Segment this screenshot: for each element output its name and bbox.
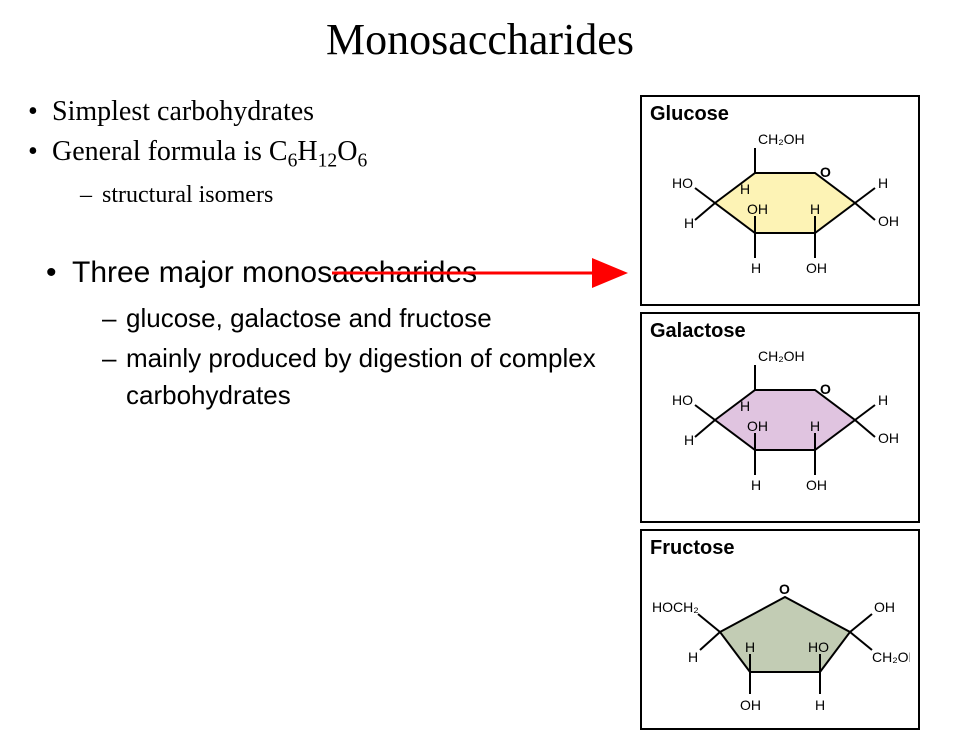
sub-list-1: structural isomers — [52, 179, 640, 211]
sub-list-2: glucose, galactose and fructose mainly p… — [72, 300, 640, 413]
bond — [695, 203, 715, 220]
bullet-simplest: Simplest carbohydrates — [28, 93, 640, 131]
label-ho: HO — [808, 639, 829, 655]
label-h: H — [684, 215, 694, 231]
bond — [695, 420, 715, 437]
label-oh: OH — [740, 697, 761, 713]
sub-digestion: mainly produced by digestion of complex … — [72, 340, 640, 413]
isomer-arrow — [332, 258, 642, 288]
bond — [855, 405, 875, 420]
label-oh: OH — [806, 477, 827, 493]
bond — [700, 632, 720, 650]
label-oh: OH — [747, 418, 768, 434]
text-column: Simplest carbohydrates General formula i… — [0, 91, 640, 736]
diagram-column: Glucose CH₂OH O H OH H OH OH — [640, 91, 940, 736]
label-h: H — [815, 697, 825, 713]
label-ch2oh: CH₂OH — [872, 649, 910, 665]
panel-title-galactose: Galactose — [650, 320, 910, 343]
galactose-diagram: CH₂OH O H OH H OH OH H HO — [650, 345, 910, 515]
label-h: H — [810, 418, 820, 434]
bond — [855, 203, 875, 220]
formula-sub-h: 12 — [318, 150, 338, 171]
label-o: O — [820, 164, 831, 180]
label-h: H — [878, 175, 888, 191]
label-h: H — [751, 260, 761, 276]
label-ho: HO — [672, 175, 693, 191]
formula-h: H — [297, 136, 317, 167]
bond — [695, 405, 715, 420]
label-h: H — [740, 398, 750, 414]
label-ho: HO — [672, 392, 693, 408]
fructose-ring — [720, 597, 850, 672]
label-oh: OH — [806, 260, 827, 276]
label-oh: OH — [874, 599, 895, 615]
sub-glucose-list: glucose, galactose and fructose — [72, 300, 640, 336]
label-oh: OH — [878, 430, 899, 446]
galactose-ring — [715, 390, 855, 450]
label-h: H — [745, 639, 755, 655]
label-h: H — [684, 432, 694, 448]
label-oh: OH — [747, 201, 768, 217]
label-hoch2: HOCH₂ — [652, 599, 699, 615]
panel-galactose: Galactose CH₂OH O H OH H OH OH — [640, 312, 920, 523]
formula-sub-o: 6 — [357, 150, 367, 171]
label-h: H — [751, 477, 761, 493]
bullet-list-1: Simplest carbohydrates General formula i… — [28, 93, 640, 211]
bond — [850, 632, 872, 650]
formula-text: General formula is C — [52, 136, 288, 167]
slide-title: Monosaccharides — [0, 14, 960, 65]
bullet-formula: General formula is C6H12O6 structural is… — [28, 133, 640, 211]
panel-fructose: Fructose O HOCH₂ H OH CH₂OH H OH — [640, 529, 920, 730]
label-h: H — [810, 201, 820, 217]
panel-glucose: Glucose CH₂OH O H OH H OH OH — [640, 95, 920, 306]
label-o: O — [820, 381, 831, 397]
formula-o: O — [337, 136, 357, 167]
label-h: H — [878, 392, 888, 408]
bond — [855, 420, 875, 437]
bond — [850, 614, 872, 632]
bond — [695, 188, 715, 203]
label-o: O — [779, 581, 790, 597]
label-ch2oh: CH₂OH — [758, 131, 805, 147]
label-ch2oh: CH₂OH — [758, 348, 805, 364]
fructose-diagram: O HOCH₂ H OH CH₂OH H OH HO H — [650, 562, 910, 722]
sub-structural-isomers: structural isomers — [52, 179, 640, 211]
panel-title-glucose: Glucose — [650, 103, 910, 126]
bond — [698, 614, 720, 632]
bond — [855, 188, 875, 203]
label-h: H — [740, 181, 750, 197]
glucose-diagram: CH₂OH O H OH H OH OH H HO — [650, 128, 910, 298]
panel-title-fructose: Fructose — [650, 537, 910, 560]
label-oh: OH — [878, 213, 899, 229]
glucose-ring — [715, 173, 855, 233]
formula-sub-c: 6 — [288, 150, 298, 171]
content-area: Simplest carbohydrates General formula i… — [0, 91, 960, 736]
label-h: H — [688, 649, 698, 665]
